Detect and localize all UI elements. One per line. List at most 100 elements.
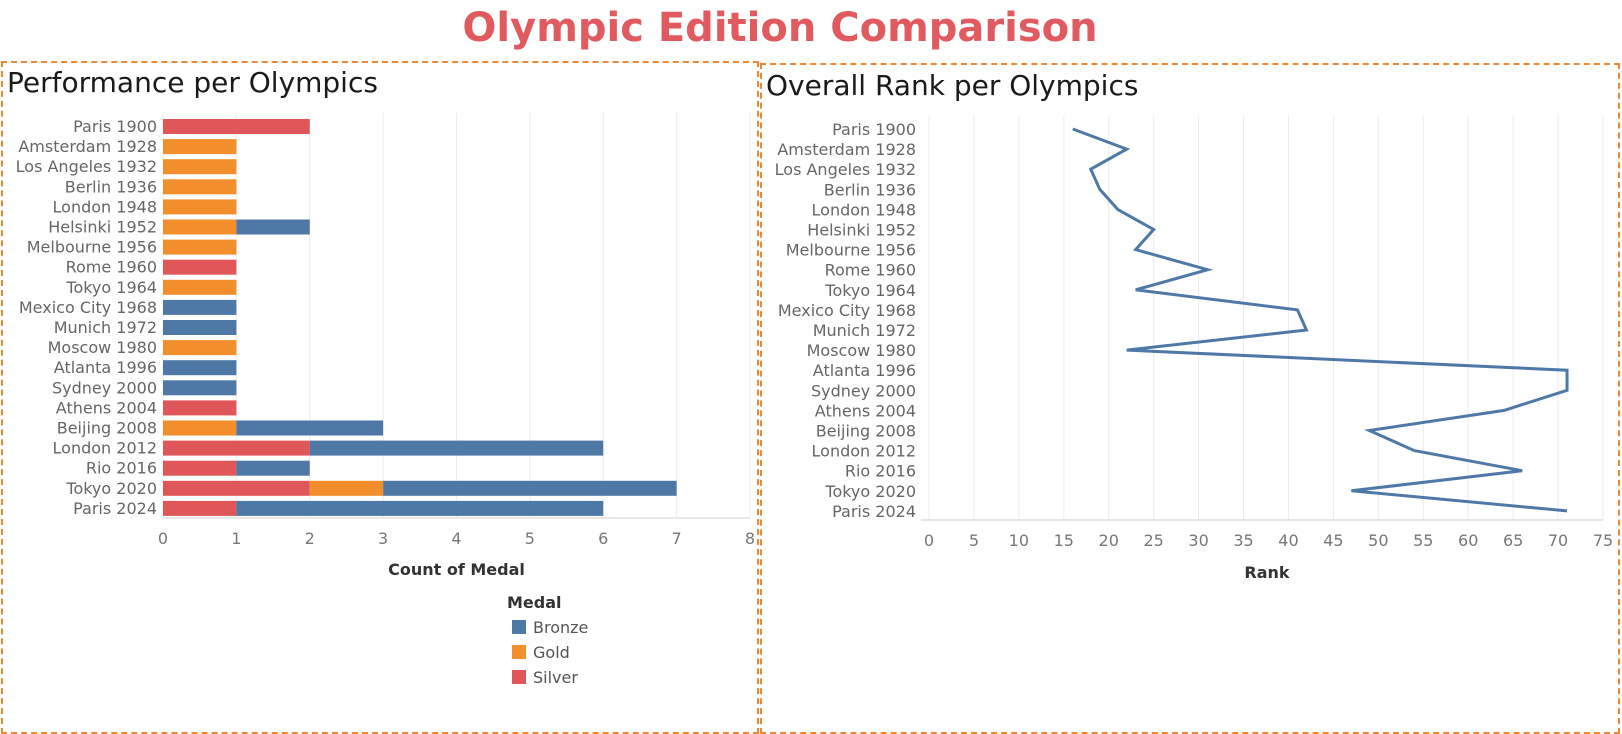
bar-silver — [163, 440, 310, 456]
x-tick-label: 3 — [378, 529, 388, 548]
y-tick-label: Rome 1960 — [66, 258, 157, 277]
bar-chart-title: Performance per Olympics — [7, 66, 378, 99]
y-tick-label: Los Angeles 1932 — [775, 160, 916, 179]
x-tick-label: 30 — [1188, 531, 1208, 550]
y-tick-label: Melbourne 1956 — [27, 238, 157, 257]
bar-gold — [309, 480, 384, 496]
y-tick-label: Helsinki 1952 — [48, 218, 157, 237]
bar-bronze — [309, 440, 604, 456]
y-tick-label: Munich 1972 — [54, 318, 157, 337]
bar-bronze — [236, 420, 384, 436]
x-tick-label: 10 — [1009, 531, 1029, 550]
x-tick-label: 0 — [924, 531, 934, 550]
y-tick-label: Mexico City 1968 — [19, 298, 157, 317]
line-chart: 0 5 10 15 20 25 30 35 40 45 50 55 60 65 70 75 Paris 1900… — [775, 115, 1613, 582]
y-tick-label: Athens 2004 — [56, 398, 157, 417]
x-tick-label: 2 — [305, 529, 315, 548]
y-tick-label: Amsterdam 1928 — [777, 140, 916, 159]
rank-panel — [760, 63, 1620, 734]
bar-silver — [163, 119, 310, 134]
y-tick-label: Tokyo 1964 — [824, 281, 916, 300]
y-tick-label: London 1948 — [53, 197, 157, 216]
y-tick-label: Rome 1960 — [825, 261, 916, 280]
legend-swatch-bronze — [512, 620, 526, 634]
y-tick-label: Moscow 1980 — [48, 338, 157, 357]
y-tick-label: Moscow 1980 — [807, 341, 916, 360]
bar-bronze — [163, 299, 237, 315]
medal-legend[interactable]: Medal Bronze Gold Silver — [507, 593, 588, 687]
y-tick-label: Munich 1972 — [813, 321, 916, 340]
bar-bronze — [236, 460, 310, 476]
y-tick-label: Tokyo 2020 — [824, 482, 916, 501]
legend-title: Medal — [507, 593, 562, 612]
bar-gold — [163, 219, 237, 235]
y-tick-label: London 2012 — [53, 439, 157, 458]
x-axis-title: Rank — [1244, 563, 1290, 582]
x-tick-label: 50 — [1368, 531, 1388, 550]
legend-swatch-silver — [512, 670, 526, 684]
y-tick-label: Rio 2016 — [86, 459, 157, 478]
x-tick-label: 0 — [158, 529, 168, 548]
y-tick-label: Melbourne 1956 — [786, 241, 916, 260]
x-axis-title: Count of Medal — [388, 560, 525, 579]
y-tick-label: Los Angeles 1932 — [16, 157, 157, 176]
x-tick-label: 75 — [1593, 531, 1613, 550]
bar-bronze — [163, 320, 237, 335]
x-tick-label: 5 — [525, 529, 535, 548]
bar-gold — [163, 420, 237, 436]
bar-gold — [163, 139, 237, 155]
x-tick-label: 7 — [672, 529, 682, 548]
legend-label-gold: Gold — [533, 643, 570, 662]
y-tick-label: Sydney 2000 — [811, 381, 916, 400]
x-tick-label: 20 — [1099, 531, 1119, 550]
y-tick-label: Sydney 2000 — [52, 378, 157, 397]
legend-swatch-gold — [512, 645, 526, 659]
x-tick-label: 70 — [1548, 531, 1568, 550]
y-tick-label: London 1948 — [812, 200, 916, 219]
legend-label-bronze: Bronze — [533, 618, 588, 637]
x-tick-label: 6 — [598, 529, 608, 548]
y-tick-label: Paris 1900 — [832, 120, 916, 139]
y-tick-label: Helsinki 1952 — [807, 221, 916, 240]
y-tick-label: London 2012 — [812, 442, 916, 461]
bar-bronze — [163, 380, 237, 396]
x-tick-label: 1 — [231, 529, 241, 548]
y-tick-label: Berlin 1936 — [824, 180, 916, 199]
x-tick-label: 25 — [1143, 531, 1163, 550]
y-tick-label: Tokyo 1964 — [65, 278, 157, 297]
bar-silver — [163, 460, 237, 476]
y-tick-label: Paris 2024 — [832, 502, 916, 521]
x-tick-label: 65 — [1503, 531, 1523, 550]
y-tick-label: Beijing 2008 — [816, 422, 916, 441]
bar-bronze — [236, 219, 310, 235]
bar-silver — [163, 259, 237, 275]
x-tick-label: 15 — [1054, 531, 1074, 550]
bar-bronze — [383, 480, 677, 496]
y-tick-label: Mexico City 1968 — [778, 301, 916, 320]
bar-gold — [163, 159, 237, 175]
y-tick-label: Tokyo 2020 — [65, 479, 157, 498]
x-tick-label: 4 — [451, 529, 461, 548]
line-chart-title: Overall Rank per Olympics — [766, 69, 1139, 102]
x-tick-label: 45 — [1323, 531, 1343, 550]
y-tick-label: Paris 2024 — [73, 499, 157, 518]
y-tick-label: Atlanta 1996 — [813, 361, 916, 380]
bar-gold — [163, 239, 237, 255]
x-tick-label: 8 — [745, 529, 755, 548]
legend-label-silver: Silver — [533, 668, 578, 687]
bar-gold — [163, 279, 237, 295]
y-tick-label: Atlanta 1996 — [54, 358, 157, 377]
y-tick-label: Paris 1900 — [73, 117, 157, 136]
y-tick-label: Athens 2004 — [815, 401, 916, 420]
x-tick-label: 60 — [1458, 531, 1478, 550]
rank-line — [1072, 127, 1569, 513]
performance-panel — [1, 61, 759, 734]
y-tick-label: Amsterdam 1928 — [18, 137, 157, 156]
bar-silver — [163, 400, 237, 416]
x-tick-label: 40 — [1278, 531, 1298, 550]
dashboard-title: Olympic Edition Comparison — [462, 5, 1098, 51]
x-tick-label: 55 — [1413, 531, 1433, 550]
bar-gold — [163, 340, 237, 356]
bar-silver — [163, 480, 310, 496]
bar-silver — [163, 500, 237, 516]
